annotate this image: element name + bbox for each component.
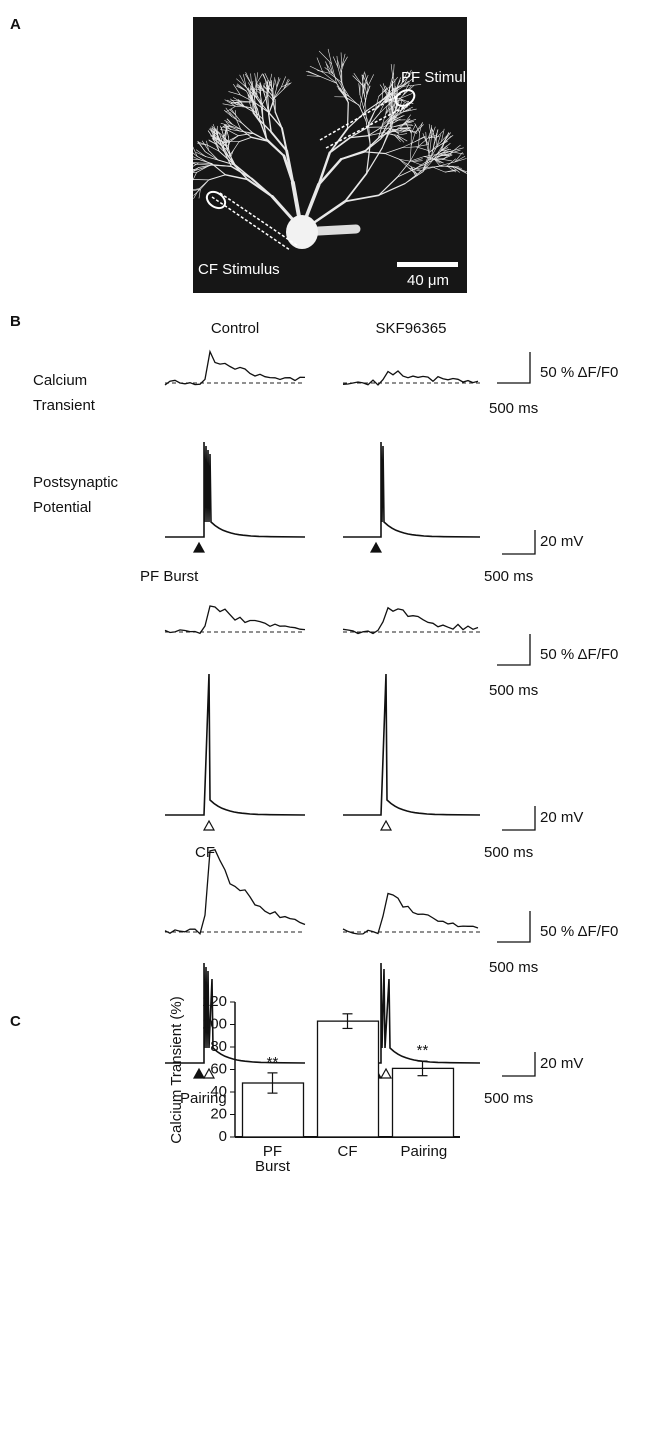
scale-bar <box>502 530 535 554</box>
y-axis-label: Calcium Transient (%) <box>168 996 185 1144</box>
stimulus-marker <box>381 821 391 830</box>
potential-trace <box>165 674 305 815</box>
stimulus-marker <box>194 543 204 552</box>
stimulus-marker <box>204 821 214 830</box>
y-tick-label: 120 <box>202 993 227 1010</box>
x-tick-label: Pairing <box>401 1144 445 1159</box>
scale-label: 500 ms <box>489 400 538 417</box>
stimulus-marker <box>194 1069 204 1078</box>
scale-bar <box>502 1052 535 1076</box>
calcium-trace <box>165 352 305 385</box>
x-tick-label: CF <box>326 1144 370 1159</box>
dendrite <box>183 175 193 180</box>
scale-label: 500 ms <box>484 568 533 585</box>
calcium-trace <box>343 894 478 935</box>
stimulus-marker <box>381 1069 391 1078</box>
scale-bar <box>397 262 458 267</box>
panel-label: C <box>10 1013 21 1030</box>
scale-label: 50 % ΔF/F0 <box>540 646 618 663</box>
significance: ** <box>417 1042 429 1059</box>
y-tick-label: 100 <box>202 1015 227 1032</box>
dendrite <box>262 104 263 119</box>
pf-stimulus-label: PF Stimulus <box>401 69 482 86</box>
column-label: Control <box>211 320 259 337</box>
scale-label: 500 ms <box>484 1090 533 1107</box>
y-tick-label: 20 <box>210 1105 227 1122</box>
cf-stimulus-label: CF Stimulus <box>198 261 280 278</box>
stimulus-marker <box>371 543 381 552</box>
scale-label: 20 mV <box>540 533 583 550</box>
x-tick-label: PF Burst <box>251 1144 295 1174</box>
scale-label: 50 % ΔF/F0 <box>540 923 618 940</box>
scale-bar <box>497 911 530 942</box>
calcium-trace <box>165 606 305 633</box>
row-label: Postsynaptic Potential <box>33 470 143 520</box>
figure-canvas: A PF Stimulus CF Stimulus 40 μm B Contro… <box>0 0 658 1456</box>
scale-bar <box>497 352 530 383</box>
y-tick-label: 40 <box>210 1083 227 1100</box>
condition-label: CF <box>195 844 215 861</box>
dendrite <box>183 179 193 186</box>
potential-trace <box>343 674 480 815</box>
column-label: SKF96365 <box>376 320 447 337</box>
scale-bar-label: 40 μm <box>407 272 449 289</box>
dendrite <box>182 179 193 186</box>
potential-trace <box>165 442 305 537</box>
scale-label: 500 ms <box>489 959 538 976</box>
scale-label: 50 % ΔF/F0 <box>540 364 618 381</box>
row-label: Calcium Transient <box>33 368 123 418</box>
scale-label: 500 ms <box>489 682 538 699</box>
y-tick-label: 80 <box>210 1038 227 1055</box>
figure: A PF Stimulus CF Stimulus 40 μm B Contro… <box>0 0 658 1456</box>
bar <box>393 1068 454 1137</box>
calcium-trace <box>343 608 478 634</box>
scale-label: 20 mV <box>540 1055 583 1072</box>
y-tick-label: 0 <box>219 1128 227 1145</box>
calcium-trace <box>165 850 305 934</box>
scale-label: 500 ms <box>484 844 533 861</box>
scale-bar <box>497 634 530 665</box>
panel-label: B <box>10 313 21 330</box>
significance: ** <box>267 1054 279 1071</box>
scale-label: 20 mV <box>540 809 583 826</box>
condition-label: PF Burst <box>140 568 199 585</box>
scale-bar <box>502 806 535 830</box>
panel-label: A <box>10 16 21 33</box>
y-tick-label: 60 <box>210 1060 227 1077</box>
soma <box>286 215 318 249</box>
potential-trace <box>343 442 480 537</box>
bar <box>318 1021 379 1137</box>
